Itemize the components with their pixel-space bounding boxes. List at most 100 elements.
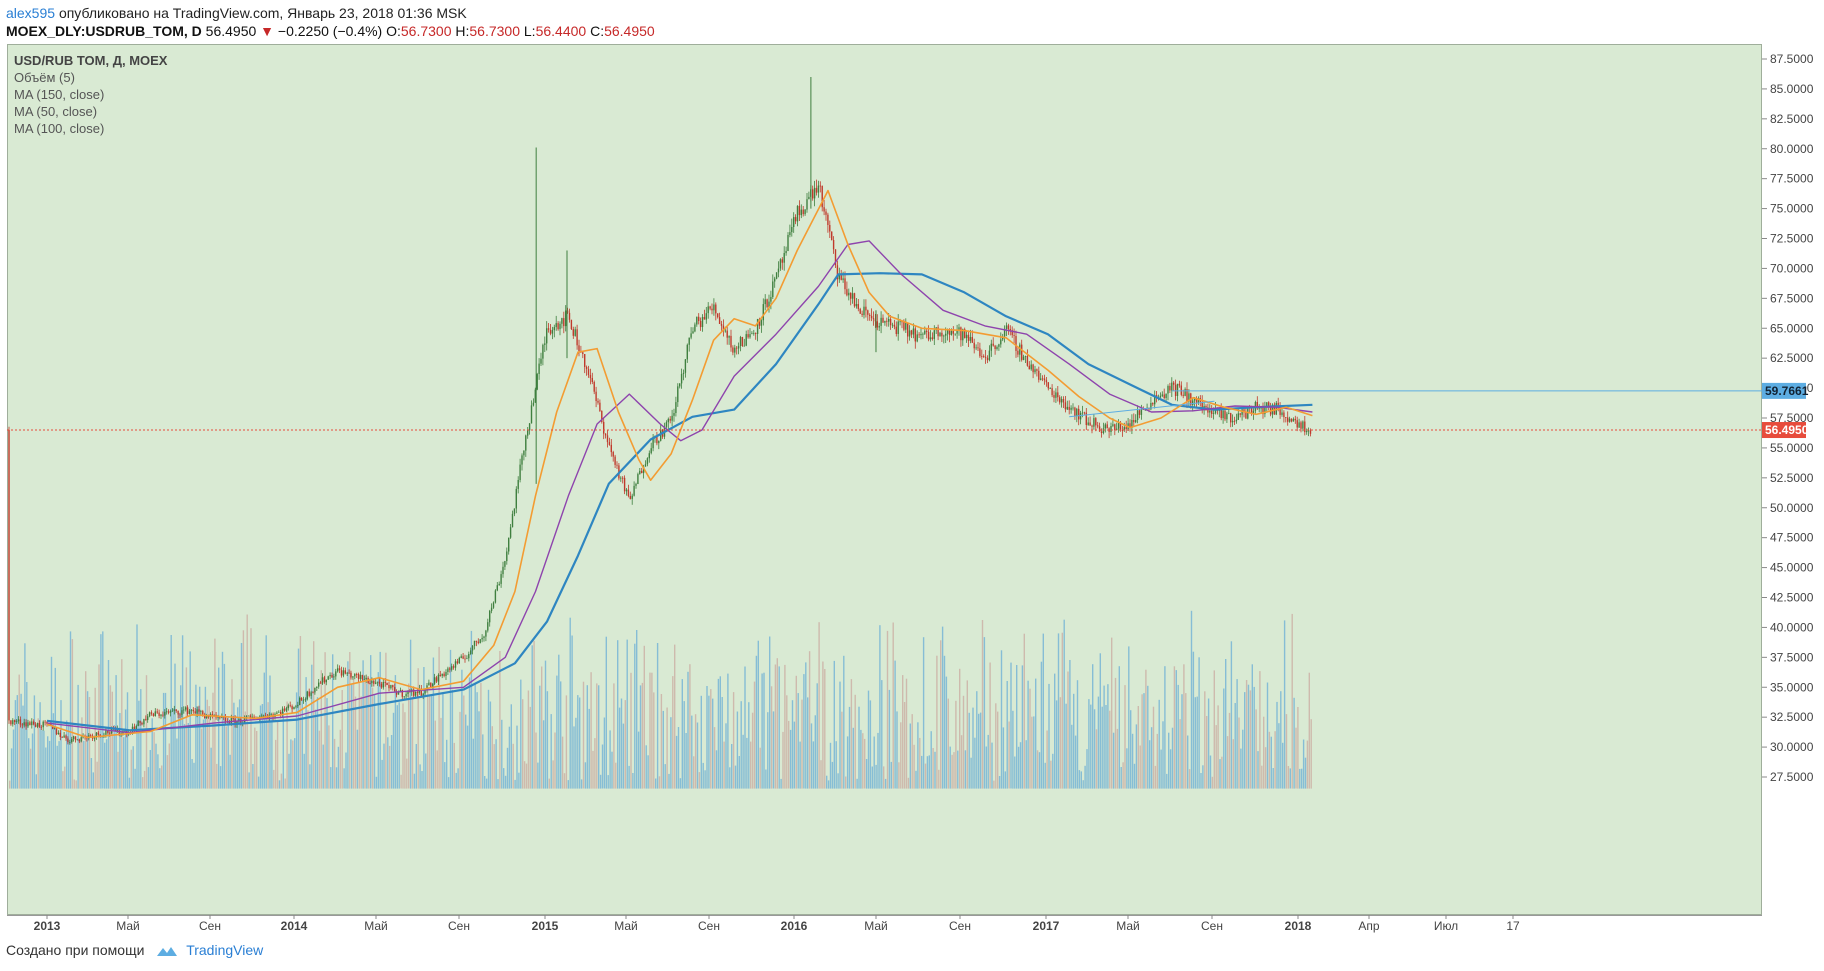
candle-body: [1211, 410, 1213, 414]
volume-bar: [1052, 753, 1054, 789]
volume-bar: [295, 692, 298, 789]
volume-bar: [271, 715, 273, 789]
chart-pane[interactable]: [7, 44, 1762, 915]
volume-bar: [945, 676, 948, 789]
candle-body: [1239, 413, 1241, 415]
volume-bar: [877, 732, 879, 789]
candle-body: [863, 306, 865, 316]
candle-body: [508, 537, 510, 552]
candle-body: [540, 358, 542, 364]
volume-bar: [385, 652, 387, 789]
candle-body: [1163, 394, 1165, 398]
candle-body: [1026, 356, 1029, 366]
candle-body: [568, 312, 571, 320]
candle-body: [698, 316, 700, 321]
time-axis[interactable]: [7, 915, 1762, 938]
candle-body: [1064, 402, 1067, 410]
volume-bar: [284, 778, 286, 789]
volume-bar: [210, 747, 212, 789]
volume-bar: [159, 768, 161, 789]
candle-body: [1104, 424, 1106, 429]
candle-body: [834, 249, 837, 266]
candle-body: [981, 356, 983, 357]
candle-body: [487, 622, 489, 631]
candle-body: [853, 293, 856, 307]
candle-body: [699, 321, 702, 328]
candle-body: [451, 666, 453, 670]
volume-bar: [818, 622, 820, 789]
volume-bar: [303, 753, 305, 789]
volume-bar: [660, 694, 663, 789]
candle-body: [861, 313, 863, 315]
volume-bar: [415, 744, 417, 789]
author-link[interactable]: alex595: [6, 5, 56, 21]
candle-body: [8, 430, 10, 721]
volume-bar: [634, 643, 636, 789]
volume-bar: [1223, 688, 1225, 789]
price-axis[interactable]: [1762, 44, 1824, 915]
volume-bar: [723, 741, 725, 789]
volume-bar: [974, 737, 976, 789]
candle-body: [983, 356, 985, 357]
candle-body: [27, 722, 29, 727]
candle-body: [787, 235, 789, 251]
trend-line: [1069, 400, 1215, 418]
volume-bar: [934, 751, 936, 789]
candle-body: [920, 334, 922, 336]
candle-body: [424, 690, 426, 694]
candle-body: [591, 378, 593, 382]
volume-bar: [854, 694, 856, 789]
volume-bar: [696, 722, 699, 789]
candle-body: [800, 209, 802, 216]
volume-bar: [1116, 728, 1119, 789]
volume-bar: [1109, 710, 1111, 789]
tradingview-logo-icon[interactable]: [148, 942, 186, 958]
candle-body: [494, 590, 497, 603]
volume-bar: [438, 646, 440, 789]
candle-body: [1142, 409, 1144, 410]
candle-body: [46, 721, 48, 724]
candle-body: [1017, 350, 1019, 355]
y-axis-ticks: 87.5000 85.0000 82.5000 80.0000 77.5000 75.00…: [1762, 52, 1814, 784]
y-tick-label: 75.0000: [1770, 202, 1814, 216]
volume-bar: [216, 763, 218, 789]
volume-bar: [503, 768, 505, 789]
candle-body: [739, 337, 742, 346]
volume-bar: [200, 728, 203, 789]
volume-bar: [324, 652, 326, 789]
y-tick-label: 55.0000: [1770, 441, 1814, 455]
volume-bar: [1169, 749, 1172, 789]
volume-bar: [56, 745, 58, 789]
candle-body: [922, 333, 924, 335]
volume-bar: [1299, 768, 1301, 789]
volume-bar: [1228, 712, 1231, 789]
volume-bar: [569, 617, 571, 789]
candle-body: [878, 325, 880, 328]
volume-bar: [639, 685, 642, 789]
volume-bar: [1093, 709, 1096, 789]
candle-body: [390, 685, 392, 689]
volume-bar: [457, 768, 459, 789]
volume-bar: [1204, 691, 1206, 789]
candle-body: [69, 742, 71, 743]
candle-body: [23, 722, 25, 726]
volume-bar: [744, 666, 746, 789]
volume-bar: [292, 740, 294, 789]
tradingview-link[interactable]: TradingView: [186, 942, 264, 958]
volume-bar: [480, 682, 482, 789]
candle-body: [428, 682, 430, 686]
candle-body: [850, 292, 852, 299]
candle-body: [585, 367, 588, 369]
volume-bar: [1276, 701, 1278, 789]
volume-bar: [563, 773, 566, 789]
volume-bar: [622, 723, 625, 789]
volume-bar: [763, 672, 765, 789]
candle-body: [696, 316, 698, 325]
volume-bar: [592, 750, 594, 789]
candle-body: [1036, 369, 1038, 371]
ma50-line: [46, 189, 1313, 739]
volume-bar: [645, 745, 647, 789]
candle-body: [496, 585, 498, 591]
volume-bar: [117, 751, 119, 789]
